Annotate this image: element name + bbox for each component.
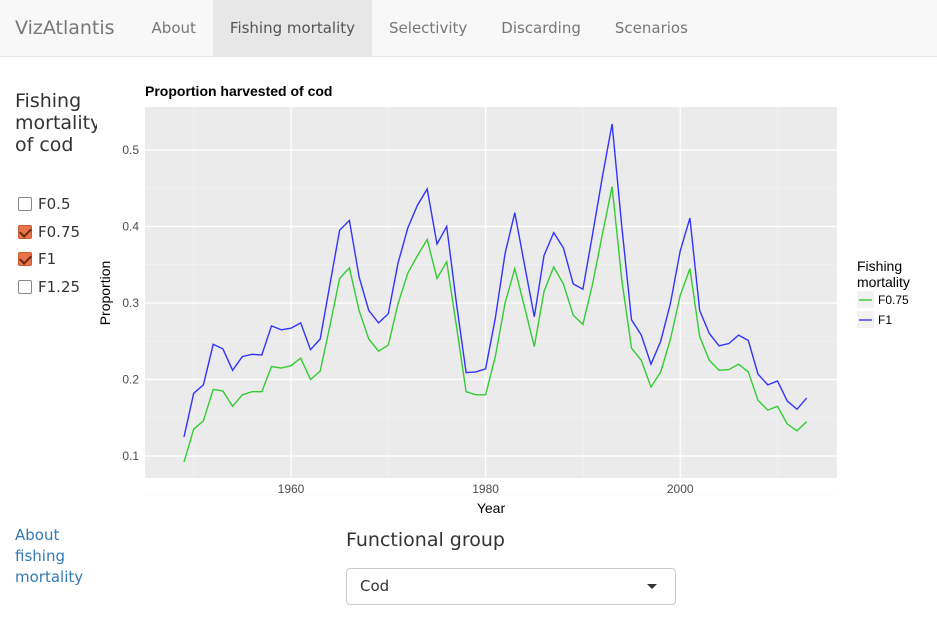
y-tick-label: 0.2 bbox=[122, 373, 139, 387]
x-tick-label: 1980 bbox=[472, 482, 499, 496]
x-axis-label: Year bbox=[477, 500, 506, 516]
x-tick-label: 1960 bbox=[278, 482, 305, 496]
checkbox-box[interactable] bbox=[18, 280, 32, 294]
brand-logo[interactable]: VizAtlantis bbox=[15, 16, 115, 39]
series-line-f0-75 bbox=[183, 186, 808, 463]
checkbox-f1-25[interactable]: F1.25 bbox=[18, 278, 80, 296]
about-fishing-mortality-link[interactable]: About fishing mortality bbox=[15, 526, 84, 586]
select-value: Cod bbox=[360, 577, 390, 595]
checkbox-box[interactable] bbox=[18, 197, 32, 211]
legend-title-line1: Fishing bbox=[857, 258, 902, 274]
y-tick-label: 0.1 bbox=[122, 449, 139, 463]
plot-panel bbox=[145, 107, 837, 478]
chevron-down-icon bbox=[647, 584, 657, 589]
checkbox-f0-75[interactable]: F0.75 bbox=[18, 223, 80, 241]
y-tick-label: 0.4 bbox=[122, 220, 139, 234]
legend-label: F1 bbox=[878, 313, 892, 327]
y-tick-label: 0.5 bbox=[122, 143, 139, 157]
tab-selectivity[interactable]: Selectivity bbox=[389, 19, 468, 37]
legend-label: F0.75 bbox=[878, 293, 909, 307]
checkbox-f0-5[interactable]: F0.5 bbox=[18, 195, 70, 213]
navbar: VizAtlantis About Fishing mortality Sele… bbox=[0, 0, 937, 57]
x-tick-label: 2000 bbox=[667, 482, 694, 496]
y-axis-label: Proportion bbox=[97, 261, 113, 326]
checkbox-label: F1.25 bbox=[38, 278, 81, 296]
checkbox-box[interactable] bbox=[18, 252, 32, 266]
functional-group-label: Functional group bbox=[346, 529, 505, 551]
tab-discarding[interactable]: Discarding bbox=[501, 19, 581, 37]
tab-about[interactable]: About bbox=[151, 19, 196, 37]
series-line-f1 bbox=[183, 123, 808, 438]
tab-scenarios[interactable]: Scenarios bbox=[614, 19, 688, 37]
tab-fishing-mortality[interactable]: Fishing mortality bbox=[212, 0, 373, 56]
checkbox-f1[interactable]: F1 bbox=[18, 250, 56, 268]
checkbox-label: F0.75 bbox=[38, 223, 81, 241]
sidebar-title: Fishing mortality of cod bbox=[15, 90, 97, 156]
chart-title: Proportion harvested of cod bbox=[145, 83, 332, 99]
checkbox-label: F1 bbox=[38, 250, 57, 268]
proportion-chart: 0.1 0.2 0.3 0.4 0.5 1960 1980 2000 Proportion ha… bbox=[97, 83, 910, 516]
legend-title-line2: mortality bbox=[857, 274, 910, 290]
checkbox-box[interactable] bbox=[18, 225, 32, 239]
y-tick-label: 0.3 bbox=[122, 296, 139, 310]
functional-group-select[interactable]: Cod bbox=[346, 568, 676, 605]
checkbox-label: F0.5 bbox=[38, 195, 71, 213]
